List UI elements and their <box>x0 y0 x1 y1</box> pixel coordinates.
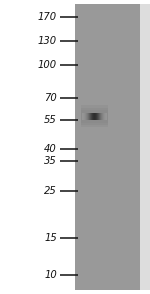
Bar <box>81 108 108 125</box>
Text: 15: 15 <box>44 233 57 243</box>
Bar <box>140 4 150 290</box>
Bar <box>81 110 108 123</box>
Text: 25: 25 <box>44 186 57 196</box>
Bar <box>81 106 108 127</box>
Text: 40: 40 <box>44 143 57 153</box>
Text: 170: 170 <box>38 12 57 22</box>
Bar <box>75 4 140 290</box>
Text: 100: 100 <box>38 60 57 70</box>
Text: 35: 35 <box>44 156 57 166</box>
Text: 10: 10 <box>44 270 57 280</box>
Text: 70: 70 <box>44 93 57 103</box>
Text: 55: 55 <box>44 115 57 125</box>
Text: 130: 130 <box>38 36 57 46</box>
